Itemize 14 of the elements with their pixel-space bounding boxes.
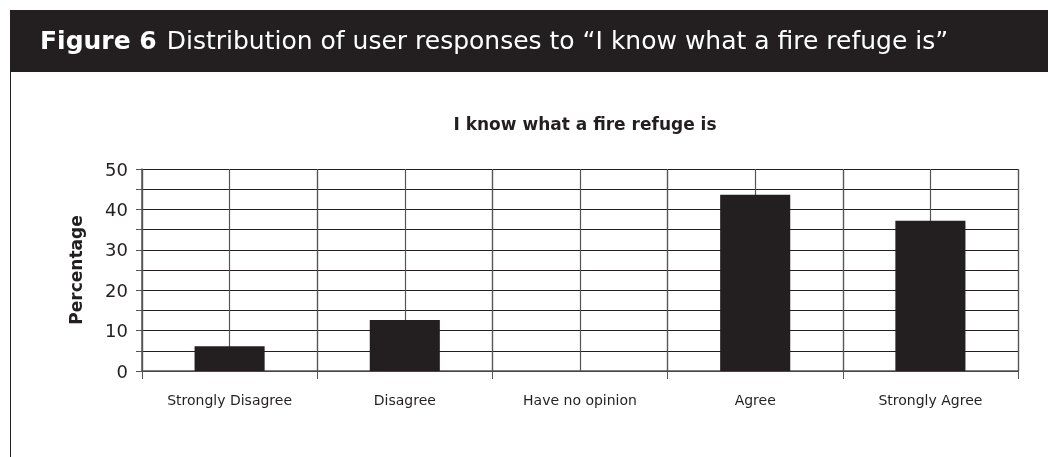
y-tick-label: 30 xyxy=(105,239,128,261)
y-tick-label: 0 xyxy=(116,360,128,382)
y-tick-label: 50 xyxy=(105,158,128,180)
x-tick-label: Disagree xyxy=(373,392,436,408)
y-tick-label: 40 xyxy=(105,198,128,220)
x-tick-label: Agree xyxy=(734,392,776,408)
x-tick-label: Have no opinion xyxy=(523,392,637,408)
y-axis-title: Percentage xyxy=(65,215,86,325)
chart-subtitle: I know what a fire refuge is xyxy=(453,113,717,134)
x-tick-label: Strongly Disagree xyxy=(167,392,293,408)
chart-title: Figure 6 Distribution of user responses to “I know what a fire refuge is” xyxy=(10,10,1048,72)
y-tick-label: 10 xyxy=(105,320,128,342)
y-tick-label: 20 xyxy=(105,279,128,301)
x-tick-label: Strongly Agree xyxy=(878,392,983,408)
